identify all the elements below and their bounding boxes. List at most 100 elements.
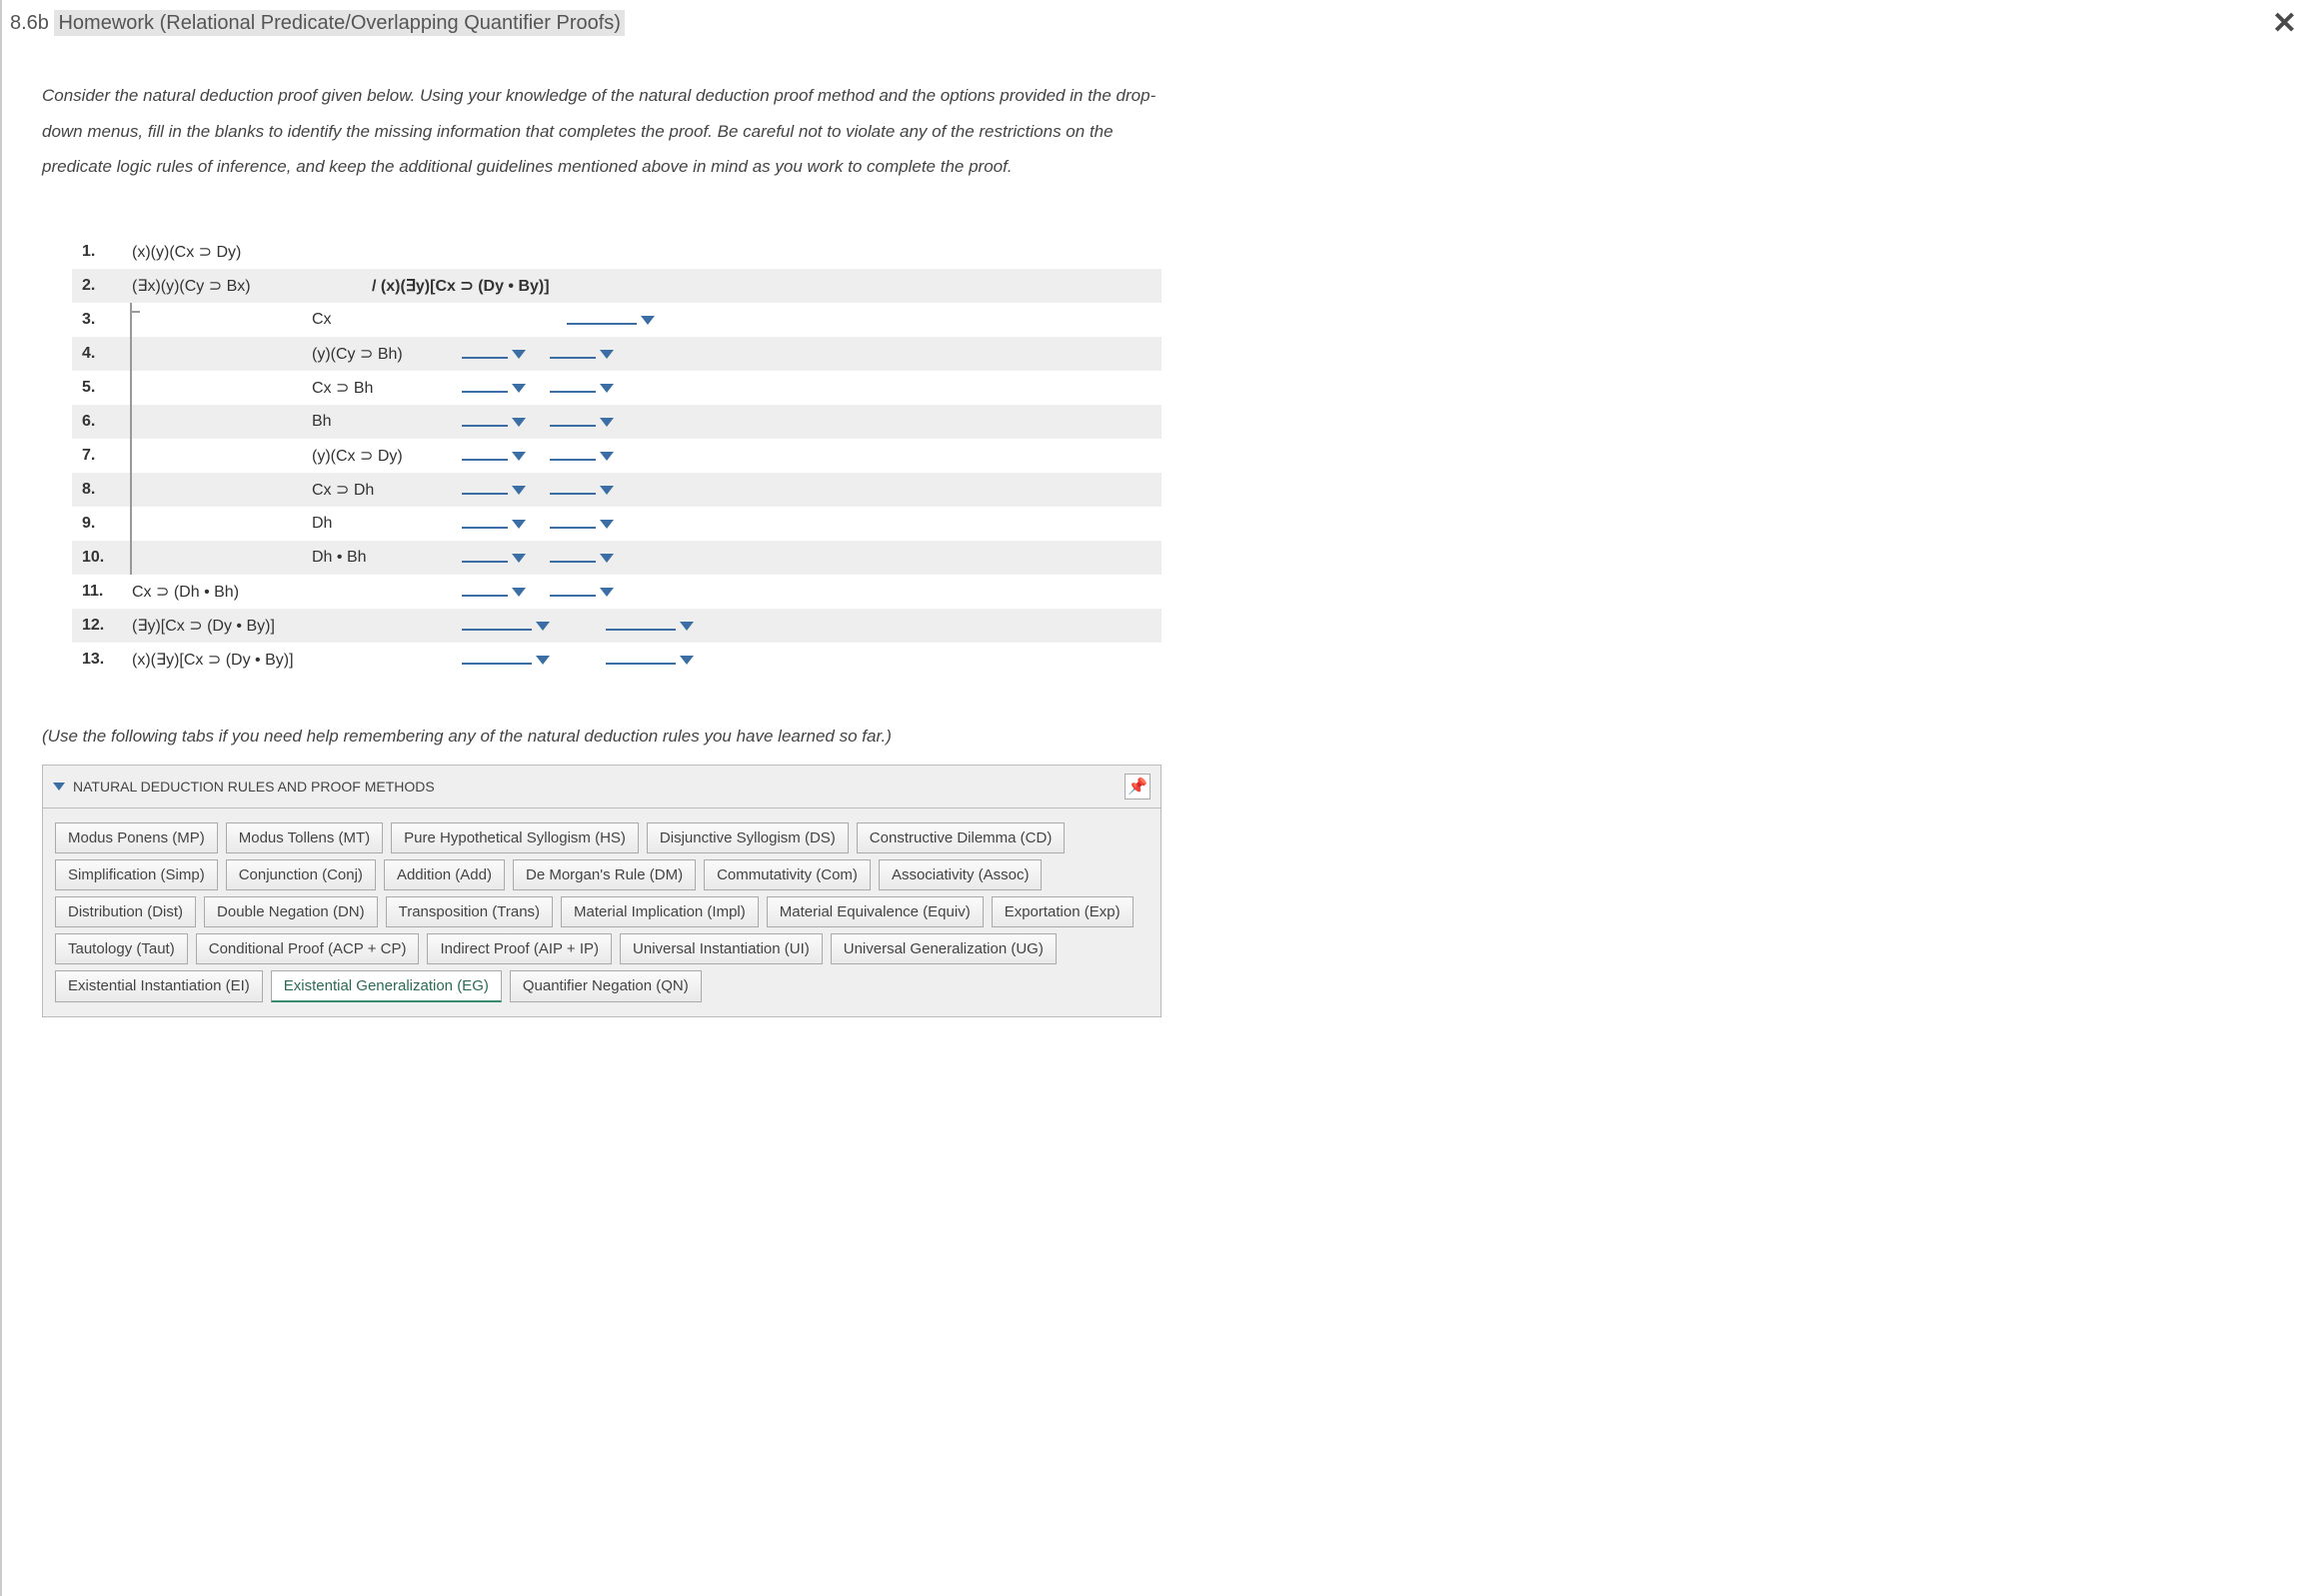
cp-scope-bar (130, 371, 132, 405)
proof-formula: (∃x)(y)(Cy ⊃ Bx) (132, 276, 312, 296)
chevron-down-icon (512, 384, 526, 393)
justification-dropdown[interactable] (462, 656, 550, 665)
rules-panel-header[interactable]: NATURAL DEDUCTION RULES AND PROOF METHOD… (43, 766, 1160, 808)
proof-row: 7. (y)(Cx ⊃ Dy) (72, 439, 1161, 473)
rule-tab[interactable]: Transposition (Trans) (386, 896, 553, 927)
proof-line-number: 7. (82, 447, 132, 465)
proof-row: 9. Dh (72, 507, 1161, 541)
justification-dropdown[interactable] (550, 520, 614, 529)
justification-dropdown[interactable] (462, 520, 526, 529)
rule-tab[interactable]: Disjunctive Syllogism (DS) (647, 822, 849, 853)
title-main: Homework (Relational Predicate/Overlappi… (54, 10, 624, 36)
chevron-down-icon (600, 452, 614, 461)
rule-tab[interactable]: Tautology (Taut) (55, 933, 188, 964)
rule-tab[interactable]: Quantifier Negation (QN) (510, 970, 702, 1002)
dropdown-underline (462, 561, 508, 563)
pin-button[interactable]: 📌 (1125, 774, 1151, 799)
rule-tab[interactable]: Double Negation (DN) (204, 896, 378, 927)
proof-formula-indented: (y)(Cx ⊃ Dy) (312, 446, 462, 466)
proof-formula-indented: Dh (312, 515, 462, 533)
proof-line-number: 6. (82, 413, 132, 431)
justification-dropdown[interactable] (462, 486, 526, 495)
justification-dropdown[interactable] (567, 316, 655, 325)
chevron-down-icon (600, 350, 614, 359)
justification-dropdown[interactable] (550, 350, 614, 359)
close-icon[interactable]: ✕ (2266, 6, 2303, 41)
proof-line-number: 8. (82, 481, 132, 499)
rule-tab[interactable]: Material Implication (Impl) (561, 896, 759, 927)
proof-row: 3.Cx (72, 303, 1161, 337)
dropdown-underline (462, 357, 508, 359)
dropdown-underline (462, 459, 508, 461)
chevron-down-icon (536, 622, 550, 631)
dropdown-underline (550, 561, 596, 563)
cp-scope-bar (130, 473, 132, 507)
justification-dropdowns (462, 520, 614, 529)
justification-dropdown[interactable] (550, 486, 614, 495)
justification-dropdowns (462, 384, 614, 393)
chevron-down-icon (641, 316, 655, 325)
justification-dropdown[interactable] (462, 622, 550, 631)
rule-tab[interactable]: Material Equivalence (Equiv) (767, 896, 984, 927)
justification-dropdown[interactable] (462, 588, 526, 597)
rules-header-title: NATURAL DEDUCTION RULES AND PROOF METHOD… (73, 779, 435, 795)
justification-dropdown[interactable] (550, 418, 614, 427)
proof-line-number: 11. (82, 583, 132, 601)
justification-dropdown[interactable] (462, 350, 526, 359)
justification-dropdown[interactable] (606, 622, 694, 631)
proof-line-number: 10. (82, 549, 132, 567)
proof-formula: (x)(∃y)[Cx ⊃ (Dy • By)] (132, 650, 312, 670)
proof-formula: (∃y)[Cx ⊃ (Dy • By)] (132, 616, 312, 636)
justification-dropdown[interactable] (462, 384, 526, 393)
rule-tab[interactable]: Modus Tollens (MT) (226, 822, 383, 853)
rule-tab[interactable]: Existential Generalization (EG) (271, 970, 502, 1002)
justification-dropdown[interactable] (550, 384, 614, 393)
rule-tab[interactable]: Existential Instantiation (EI) (55, 970, 263, 1002)
rule-tab[interactable]: Associativity (Assoc) (879, 859, 1043, 890)
title-prefix: 8.6b (10, 12, 54, 34)
proof-row: 6.Bh (72, 405, 1161, 439)
justification-dropdown[interactable] (606, 656, 694, 665)
chevron-down-icon (600, 520, 614, 529)
justification-dropdown[interactable] (550, 554, 614, 563)
rule-tab[interactable]: Pure Hypothetical Syllogism (HS) (391, 822, 639, 853)
rule-tab[interactable]: Indirect Proof (AIP + IP) (427, 933, 612, 964)
rule-tab[interactable]: De Morgan's Rule (DM) (513, 859, 696, 890)
justification-dropdown[interactable] (550, 588, 614, 597)
rule-tab[interactable]: Simplification (Simp) (55, 859, 218, 890)
rule-tab[interactable]: Universal Generalization (UG) (831, 933, 1057, 964)
cp-scope-bar (130, 337, 132, 371)
rules-header-left: NATURAL DEDUCTION RULES AND PROOF METHOD… (53, 779, 435, 795)
justification-dropdowns (462, 418, 614, 427)
rule-tab[interactable]: Distribution (Dist) (55, 896, 196, 927)
dropdown-underline (462, 493, 508, 495)
rule-tab[interactable]: Conjunction (Conj) (226, 859, 376, 890)
chevron-down-icon (600, 554, 614, 563)
proof-line-number: 9. (82, 515, 132, 533)
chevron-down-icon (600, 588, 614, 597)
proof-line-number: 4. (82, 345, 132, 363)
rule-tab[interactable]: Conditional Proof (ACP + CP) (196, 933, 420, 964)
justification-dropdown[interactable] (550, 452, 614, 461)
rule-tab[interactable]: Modus Ponens (MP) (55, 822, 218, 853)
page-title: 8.6b Homework (Relational Predicate/Over… (10, 12, 625, 35)
rule-tab[interactable]: Commutativity (Com) (704, 859, 871, 890)
justification-dropdown[interactable] (462, 554, 526, 563)
chevron-down-icon (512, 588, 526, 597)
proof-formula-indented: Cx ⊃ Bh (312, 378, 462, 398)
chevron-down-icon (512, 350, 526, 359)
proof-row: 2.(∃x)(y)(Cy ⊃ Bx)/ (x)(∃y)[Cx ⊃ (Dy • B… (72, 269, 1161, 303)
justification-dropdown[interactable] (462, 418, 526, 427)
dropdown-underline (550, 357, 596, 359)
rule-tab[interactable]: Constructive Dilemma (CD) (857, 822, 1066, 853)
proof-row: 11.Cx ⊃ (Dh • Bh) (72, 575, 1161, 609)
dropdown-underline (462, 425, 508, 427)
chevron-down-icon (512, 452, 526, 461)
rule-tab[interactable]: Universal Instantiation (UI) (620, 933, 823, 964)
chevron-down-icon (680, 656, 694, 665)
rule-tab[interactable]: Addition (Add) (384, 859, 505, 890)
instructions-text: Consider the natural deduction proof giv… (42, 78, 1161, 185)
justification-dropdown[interactable] (462, 452, 526, 461)
dropdown-underline (462, 629, 532, 631)
rule-tab[interactable]: Exportation (Exp) (992, 896, 1134, 927)
